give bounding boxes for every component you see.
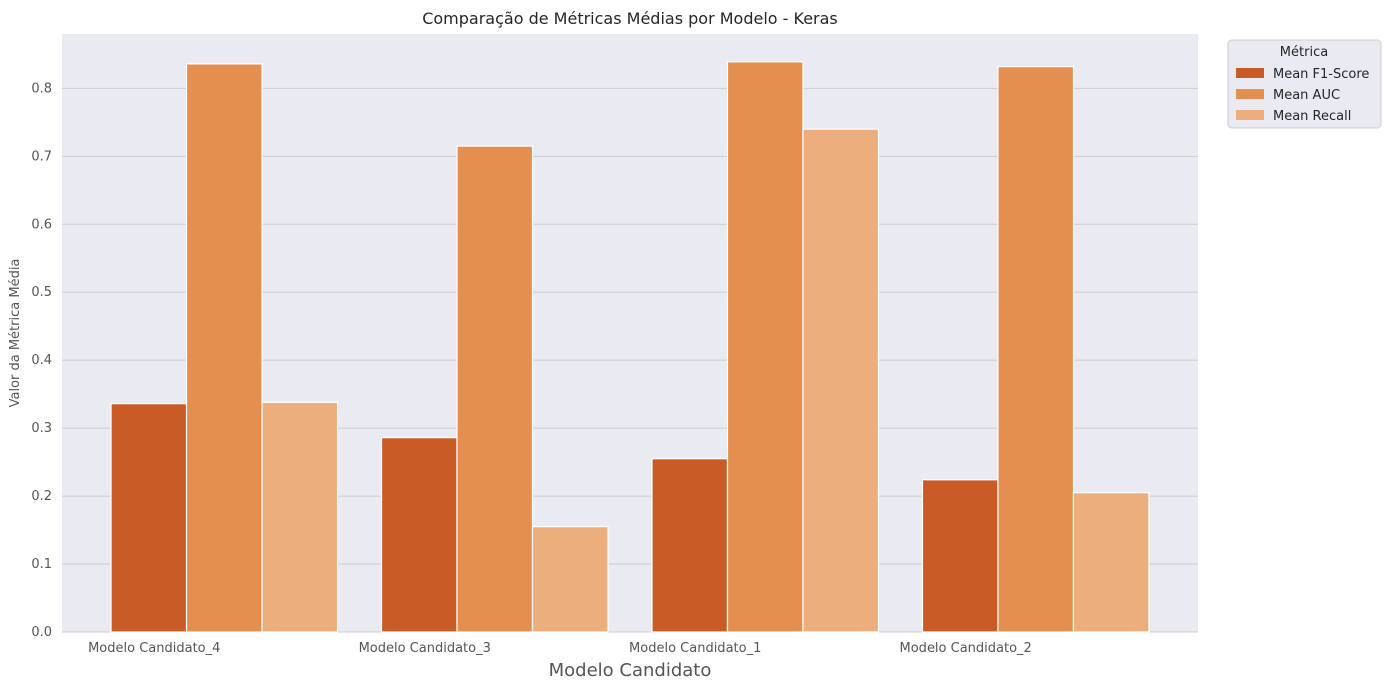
legend-title: Métrica	[1280, 45, 1328, 60]
y-tick-label: 0.1	[31, 557, 52, 572]
legend-swatch	[1236, 89, 1264, 99]
y-axis-ticks: 0.0 0.1 0.2 0.3 0.4 0.5 0.6 0.7 0.8	[31, 81, 52, 640]
x-tick-label: Modelo Candidato_3	[359, 641, 491, 656]
bar	[531, 526, 609, 633]
y-tick-label: 0.0	[31, 625, 52, 640]
bar	[921, 479, 999, 633]
x-tick-label: Modelo Candidato_4	[88, 641, 220, 656]
bar	[456, 145, 534, 633]
y-axis-label: Valor da Métrica Média	[8, 259, 23, 408]
bar	[726, 61, 804, 633]
y-tick-label: 0.2	[31, 489, 52, 504]
y-tick-label: 0.5	[31, 285, 52, 300]
x-axis-label: Modelo Candidato	[549, 660, 712, 681]
y-tick-label: 0.7	[31, 149, 52, 164]
legend-swatch	[1236, 68, 1264, 78]
x-axis-ticks: Modelo Candidato_4 Modelo Candidato_3 Mode…	[88, 641, 1032, 656]
y-tick-label: 0.8	[31, 81, 52, 96]
legend-label: Mean Recall	[1273, 109, 1351, 124]
bar	[261, 401, 339, 633]
bar	[1072, 492, 1150, 633]
y-tick-label: 0.3	[31, 421, 52, 436]
legend-label: Mean AUC	[1273, 88, 1340, 103]
chart-title: Comparação de Métricas Médias por Modelo…	[422, 9, 838, 28]
legend-box	[1227, 39, 1382, 129]
legend-label: Mean F1-Score	[1273, 67, 1369, 82]
y-tick-label: 0.6	[31, 217, 52, 232]
bar	[802, 128, 880, 633]
bar	[997, 66, 1075, 633]
bar	[380, 437, 458, 633]
legend: Métrica Mean F1-Score Mean AUC Mean Recall	[1227, 39, 1382, 129]
bar	[110, 403, 188, 633]
legend-swatch	[1236, 110, 1264, 120]
x-tick-label: Modelo Candidato_2	[900, 641, 1032, 656]
bar	[185, 63, 263, 633]
bars	[110, 61, 1150, 633]
y-tick-label: 0.4	[31, 353, 52, 368]
bar	[651, 458, 729, 633]
x-tick-label: Modelo Candidato_1	[629, 641, 761, 656]
